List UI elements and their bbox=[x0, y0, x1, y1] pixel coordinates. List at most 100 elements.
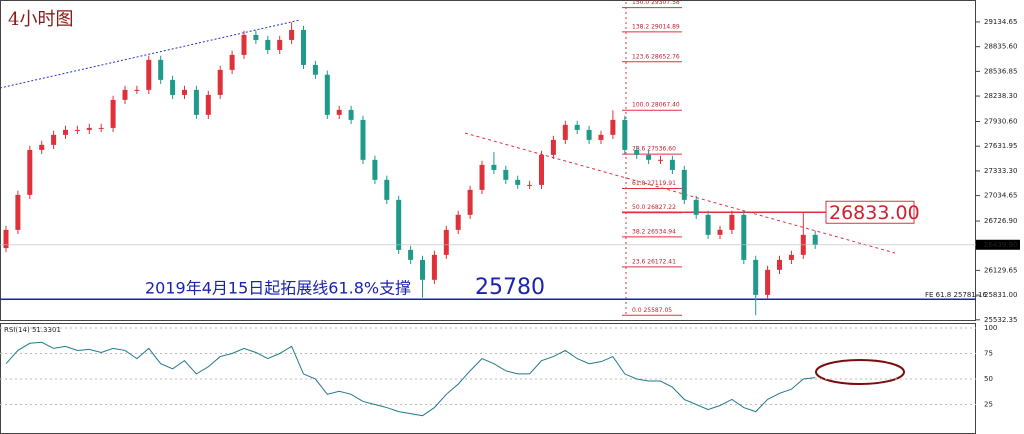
low-note: 25780 bbox=[475, 275, 545, 300]
support-label: FE 61.8 25781.16 bbox=[925, 291, 987, 299]
candle-body bbox=[765, 269, 771, 295]
candle-body bbox=[51, 134, 57, 145]
fib-label: 138.2 29014.89 bbox=[632, 23, 680, 30]
chart-title: 4小时图 bbox=[8, 9, 73, 30]
candle-body bbox=[134, 89, 140, 91]
fib-label: 50.0 26827.22 bbox=[632, 204, 676, 211]
candle-body bbox=[431, 254, 437, 280]
candle-body bbox=[110, 99, 116, 128]
candle-body bbox=[443, 229, 449, 255]
candle-body bbox=[74, 129, 80, 131]
candle-body bbox=[15, 194, 21, 230]
candle-body bbox=[3, 229, 9, 249]
fib-label: 38.2 26534.94 bbox=[632, 228, 676, 235]
candle-body bbox=[86, 127, 92, 130]
rsi-tick-label: 50 bbox=[984, 375, 993, 383]
y-tick-label: 27333.30 bbox=[984, 167, 1017, 175]
candle-body bbox=[384, 179, 390, 200]
candle-body bbox=[788, 254, 794, 260]
candle-body bbox=[205, 94, 211, 115]
candle-body bbox=[289, 29, 295, 40]
candle-body bbox=[324, 74, 330, 115]
candle-body bbox=[277, 39, 283, 50]
fib-label: 100.0 28067.40 bbox=[632, 102, 680, 109]
candle-body bbox=[574, 124, 580, 130]
candle-body bbox=[598, 134, 604, 140]
candle-body bbox=[729, 214, 735, 230]
candle-body bbox=[479, 164, 485, 190]
candle-body bbox=[634, 149, 640, 155]
candle-body bbox=[717, 229, 723, 235]
candle-body bbox=[301, 29, 306, 65]
candle-body bbox=[610, 119, 616, 135]
y-tick-label: 26726.90 bbox=[984, 217, 1017, 225]
candle-body bbox=[170, 79, 176, 95]
candle-body bbox=[562, 124, 568, 140]
candle-body bbox=[753, 259, 759, 295]
candle-body bbox=[705, 214, 711, 235]
fib-label: 78.6 27536.60 bbox=[632, 146, 676, 153]
candle-body bbox=[586, 129, 592, 140]
candle-body bbox=[622, 119, 628, 150]
candle-body bbox=[527, 184, 533, 186]
y-tick-label: 28536.85 bbox=[984, 67, 1017, 75]
fib-label: 150.0 29307.58 bbox=[632, 0, 680, 6]
y-tick-label: 28835.60 bbox=[984, 43, 1017, 51]
fib-label: 0.0 25587.05 bbox=[632, 307, 672, 314]
candle-body bbox=[396, 199, 402, 250]
candle-body bbox=[229, 54, 235, 70]
candle-body bbox=[193, 89, 199, 115]
candle-body bbox=[467, 189, 473, 215]
candle-body bbox=[98, 127, 104, 129]
candle-body bbox=[408, 249, 414, 260]
rsi-tick-label: 25 bbox=[984, 401, 993, 409]
candle-body bbox=[372, 159, 378, 180]
current-price-label: 26439.90 bbox=[984, 241, 1017, 249]
y-tick-label: 28238.30 bbox=[984, 92, 1017, 100]
support-note: 2019年4月15日起拓展线61.8%支撑 bbox=[145, 279, 411, 298]
fib-label: 23.6 26172.41 bbox=[632, 258, 676, 265]
y-tick-label: 27034.65 bbox=[984, 192, 1017, 200]
resistance-box bbox=[825, 200, 915, 224]
candle-body bbox=[217, 69, 223, 95]
candle-body bbox=[336, 109, 342, 115]
candle-body bbox=[646, 154, 652, 160]
candle-body bbox=[681, 169, 687, 200]
candle-body bbox=[693, 199, 699, 215]
y-tick-label: 25831.00 bbox=[984, 291, 1017, 299]
candle-body bbox=[122, 89, 128, 100]
resistance-label: 26833.00 bbox=[829, 202, 920, 224]
candle-body bbox=[241, 34, 247, 55]
fib-label: 61.8 27119.91 bbox=[632, 180, 676, 187]
rsi-label: RSI(14) 51.3301 bbox=[4, 326, 61, 334]
trend-line bbox=[464, 132, 896, 254]
candle-body bbox=[539, 154, 544, 185]
trend-line bbox=[0, 19, 301, 89]
rsi-tick-label: 75 bbox=[984, 350, 993, 358]
candle-body bbox=[777, 259, 782, 270]
candle-body bbox=[39, 144, 45, 150]
candle-body bbox=[741, 214, 747, 260]
candle-body bbox=[503, 169, 509, 180]
candle-body bbox=[455, 214, 461, 230]
rsi-tick-label: 100 bbox=[984, 324, 997, 332]
y-tick-label: 25532.35 bbox=[984, 316, 1017, 324]
price-panel bbox=[0, 0, 976, 321]
y-tick-label: 27631.95 bbox=[984, 142, 1017, 150]
candle-body bbox=[348, 109, 354, 120]
y-tick-label: 27930.60 bbox=[984, 118, 1017, 126]
candle-body bbox=[658, 159, 663, 161]
candle-body bbox=[312, 64, 318, 75]
y-tick-label: 26129.65 bbox=[984, 266, 1017, 274]
y-tick-label: 29134.65 bbox=[984, 18, 1017, 26]
candle-body bbox=[669, 159, 675, 170]
candle-body bbox=[27, 149, 33, 195]
candle-body bbox=[515, 179, 521, 185]
candle-body bbox=[63, 129, 68, 135]
candle-body bbox=[491, 164, 497, 170]
highlight-ellipse bbox=[815, 359, 905, 385]
candle-body bbox=[812, 234, 818, 245]
candle-body bbox=[360, 119, 366, 160]
candle-body bbox=[550, 139, 556, 155]
fib-label: 123.6 28652.76 bbox=[632, 53, 680, 60]
